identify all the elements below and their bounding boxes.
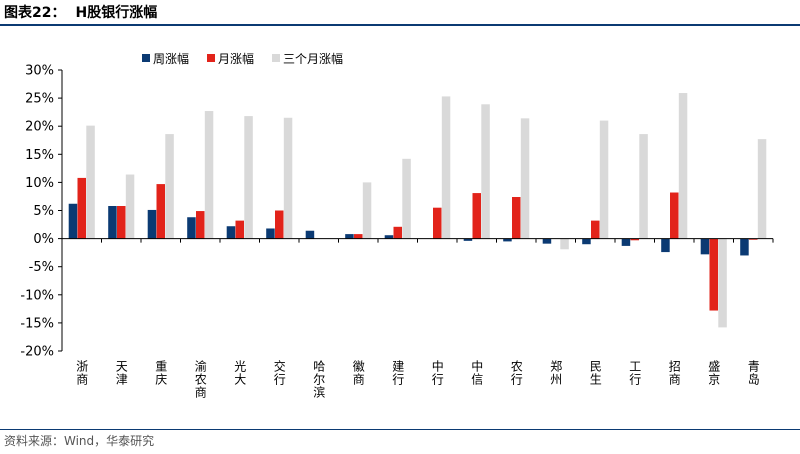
bar-three-month (441, 96, 451, 239)
bar-weekly (621, 238, 631, 246)
y-tick-label: -10% (20, 288, 54, 303)
bar-monthly (749, 238, 758, 240)
legend-swatch-monthly (207, 54, 215, 62)
bar-monthly (196, 211, 205, 239)
bar-three-month (402, 158, 411, 239)
x-category-label: 交行 (272, 359, 286, 386)
legend-label: 周涨幅 (153, 51, 189, 66)
bar-three-month (204, 111, 214, 239)
x-category-label: 民生 (588, 360, 602, 386)
y-axis: 30% 25% 20% 15% 10% 5% 0% -5% -10% -15% -20% (20, 64, 63, 360)
bar-three-month (560, 238, 569, 250)
top-rule (0, 24, 800, 26)
bar-weekly (661, 238, 670, 253)
bar-three-month (678, 93, 688, 239)
legend-swatch-three-month (272, 54, 280, 62)
bar-weekly (266, 228, 275, 239)
bar-weekly (226, 226, 236, 239)
x-category-label: 天津 (114, 360, 128, 386)
bar-three-month (362, 182, 372, 239)
bar-weekly (147, 209, 157, 239)
bar-monthly (77, 177, 86, 239)
bar-weekly (463, 238, 473, 241)
x-category-label: 徽商 (351, 359, 365, 386)
bar-monthly (630, 238, 639, 241)
bar-three-month (639, 134, 648, 239)
bar-monthly (591, 220, 600, 239)
y-tick-label: 20% (25, 120, 54, 135)
bar-three-month (520, 118, 530, 239)
x-category-label: 招商 (667, 360, 681, 386)
x-category-label: 中行 (430, 359, 444, 386)
bar-monthly (512, 197, 521, 239)
y-tick-label: 25% (25, 92, 54, 107)
bar-weekly (503, 238, 512, 242)
bar-weekly (187, 217, 196, 239)
x-category-label: 浙商 (75, 360, 89, 386)
x-category-label: 渝农商 (193, 359, 207, 399)
figure-title: 图表22： H股银行涨幅 (4, 2, 157, 22)
legend-label: 三个月涨幅 (283, 51, 343, 66)
bar-monthly (235, 220, 244, 239)
bar-weekly (108, 206, 117, 239)
bar-three-month (718, 238, 727, 328)
figure-label: 图表22： (4, 5, 66, 21)
bar-monthly (275, 210, 284, 239)
bar-three-month (481, 104, 490, 239)
source-note: 资料来源：Wind，华泰研究 (4, 432, 154, 449)
bottom-rule (0, 429, 800, 430)
legend-swatch-weekly (142, 54, 150, 62)
bar-weekly (740, 238, 749, 256)
bar-monthly (393, 226, 402, 239)
bar-weekly (542, 238, 552, 244)
bar-weekly (384, 235, 394, 239)
bar-three-month (244, 116, 253, 239)
y-tick-label: 10% (25, 176, 54, 191)
bar-monthly (433, 207, 442, 239)
bar-weekly (700, 238, 710, 255)
y-tick-label: -20% (20, 345, 54, 360)
y-tick-label: 5% (33, 204, 54, 219)
bar-weekly (345, 234, 354, 239)
x-category-label: 盛京 (707, 359, 721, 386)
bar-three-month (125, 174, 135, 239)
bar-monthly (472, 193, 481, 239)
x-category-label: 中信 (470, 359, 484, 386)
x-category-label: 重庆 (154, 360, 168, 386)
legend-label: 月涨幅 (218, 51, 254, 66)
bar-monthly (117, 206, 126, 239)
x-axis: 浙商 天津 重庆 渝农商 光大 交行 哈尔滨 徽商 建行 中行 中信 农行 郑州 民生 工行 招商 盛京 青岛 (61, 238, 774, 399)
bar-three-month (283, 117, 293, 239)
source-text: 资料来源：Wind，华泰研究 (4, 434, 155, 448)
x-category-label: 哈尔滨 (312, 360, 326, 399)
y-tick-label: -5% (29, 260, 54, 275)
x-category-label: 农行 (509, 360, 523, 386)
x-category-label: 建行 (391, 360, 405, 386)
bar-three-month (165, 134, 174, 239)
bar-monthly (354, 234, 363, 239)
bar-weekly (68, 203, 78, 239)
x-category-label: 郑州 (549, 359, 563, 386)
x-category-label: 青岛 (746, 360, 760, 386)
y-tick-label: 0% (33, 232, 54, 247)
bar-monthly (670, 192, 679, 239)
bar-three-month (599, 120, 609, 239)
figure-title-text: H股银行涨幅 (75, 5, 158, 21)
bar-weekly (582, 238, 591, 245)
y-tick-label: -15% (20, 316, 54, 331)
chart-legend: 周涨幅 月涨幅 三个月涨幅 (142, 51, 343, 66)
bar-monthly (709, 238, 718, 311)
bar-series (68, 93, 767, 328)
bar-three-month (757, 139, 767, 239)
bar-three-month (86, 125, 95, 239)
x-category-label: 光大 (233, 360, 247, 386)
bar-weekly (305, 230, 315, 239)
bar-monthly (156, 184, 165, 239)
y-tick-label: 30% (25, 64, 54, 79)
y-tick-label: 15% (25, 148, 54, 163)
x-category-label: 工行 (628, 360, 642, 386)
